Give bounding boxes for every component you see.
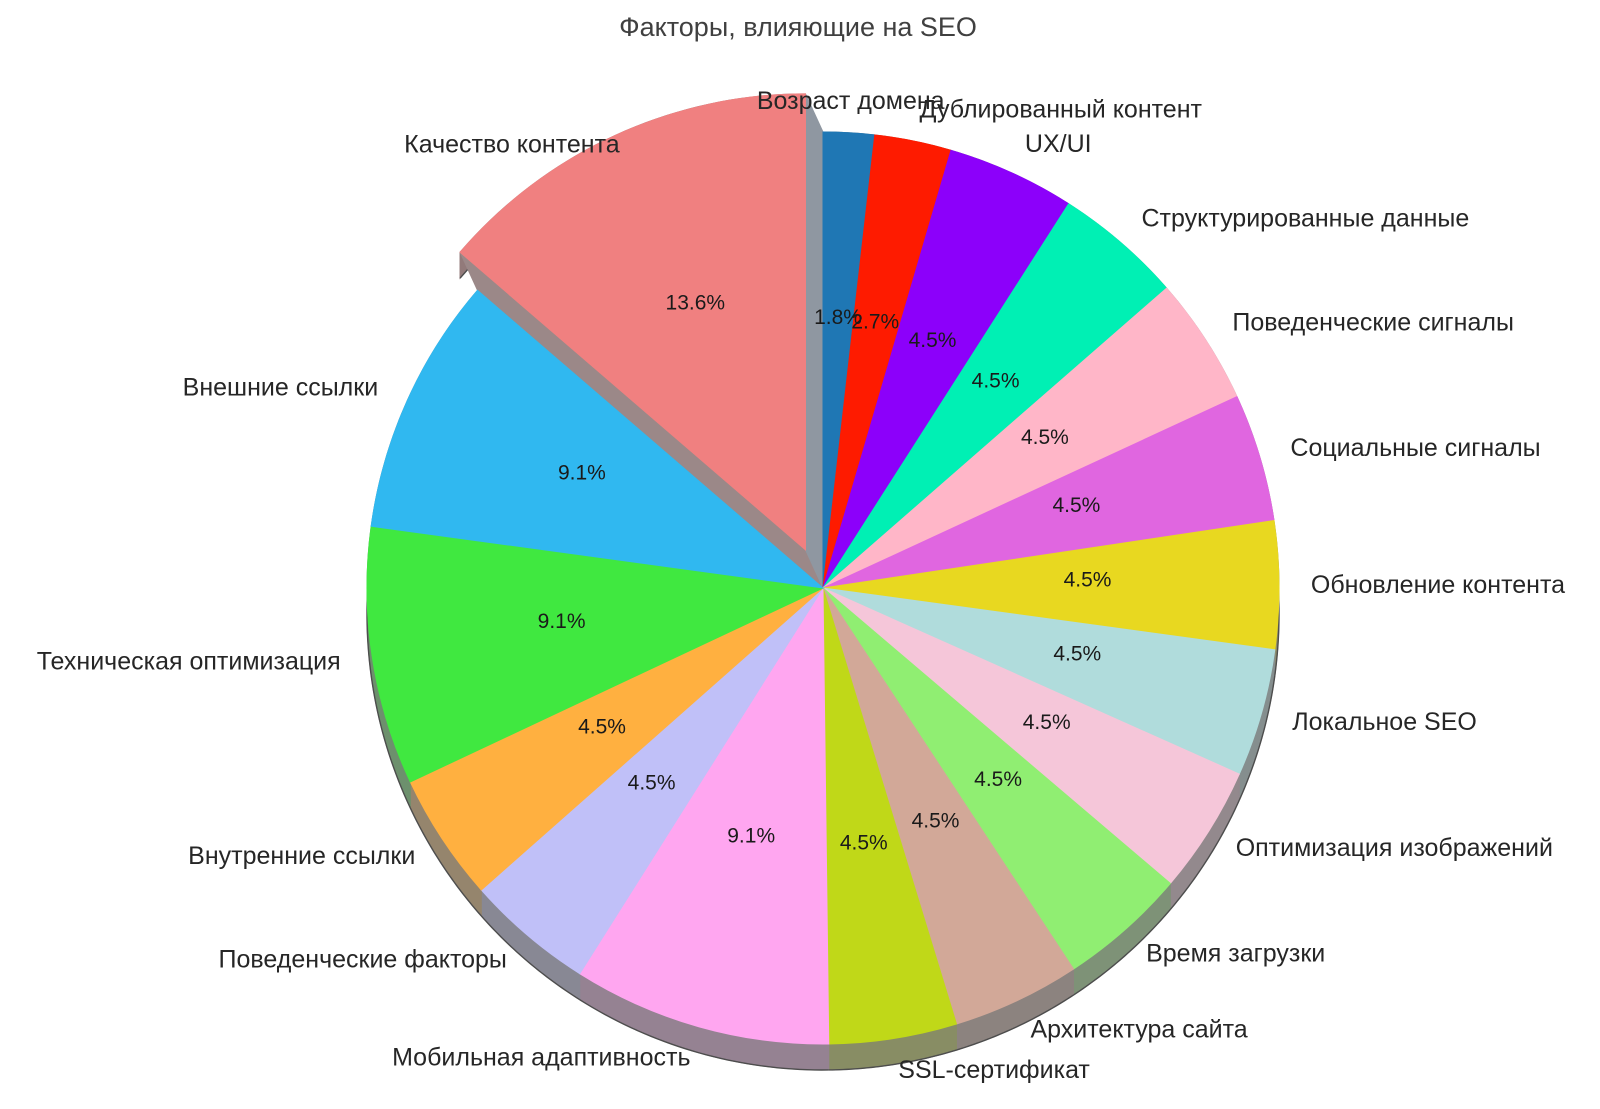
svg-text:Структурированные данные: Структурированные данные bbox=[1142, 204, 1470, 232]
svg-text:4.5%: 4.5% bbox=[628, 772, 676, 795]
svg-text:Дублированный контент: Дублированный контент bbox=[920, 96, 1203, 124]
svg-text:2.7%: 2.7% bbox=[851, 311, 899, 334]
svg-text:Социальные сигналы: Социальные сигналы bbox=[1290, 434, 1540, 462]
svg-text:4.5%: 4.5% bbox=[1064, 568, 1112, 591]
svg-text:4.5%: 4.5% bbox=[1053, 643, 1101, 666]
svg-text:SSL-сертификат: SSL-сертификат bbox=[898, 1056, 1090, 1084]
svg-text:4.5%: 4.5% bbox=[1023, 711, 1071, 734]
svg-text:4.5%: 4.5% bbox=[1052, 494, 1100, 517]
svg-text:9.1%: 9.1% bbox=[727, 825, 775, 848]
svg-text:4.5%: 4.5% bbox=[974, 768, 1022, 791]
svg-text:4.5%: 4.5% bbox=[972, 370, 1020, 393]
svg-text:Поведенческие сигналы: Поведенческие сигналы bbox=[1232, 309, 1514, 337]
svg-text:Оптимизация изображений: Оптимизация изображений bbox=[1236, 834, 1553, 862]
svg-text:Обновление контента: Обновление контента bbox=[1311, 571, 1565, 599]
svg-text:4.5%: 4.5% bbox=[912, 809, 960, 832]
svg-text:9.1%: 9.1% bbox=[558, 461, 606, 484]
svg-text:Мобильная адаптивность: Мобильная адаптивность bbox=[392, 1044, 690, 1072]
svg-text:4.5%: 4.5% bbox=[909, 329, 957, 352]
svg-text:Время загрузки: Время загрузки bbox=[1146, 940, 1325, 968]
svg-text:Поведенческие факторы: Поведенческие факторы bbox=[219, 946, 507, 974]
svg-text:4.5%: 4.5% bbox=[840, 831, 888, 854]
svg-text:Качество контента: Качество контента bbox=[404, 131, 620, 159]
svg-text:UX/UI: UX/UI bbox=[1025, 130, 1092, 158]
svg-text:Архитектура сайта: Архитектура сайта bbox=[1031, 1016, 1248, 1044]
svg-text:Внутренние ссылки: Внутренние ссылки bbox=[188, 842, 415, 870]
svg-text:Внешние ссылки: Внешние ссылки bbox=[183, 374, 379, 402]
svg-text:13.6%: 13.6% bbox=[666, 291, 726, 314]
svg-text:Техническая оптимизация: Техническая оптимизация bbox=[37, 648, 341, 676]
svg-text:Возраст домена: Возраст домена bbox=[757, 87, 945, 115]
svg-text:9.1%: 9.1% bbox=[538, 610, 586, 633]
svg-text:Факторы, влияющие на SEO: Факторы, влияющие на SEO bbox=[619, 12, 977, 42]
svg-text:4.5%: 4.5% bbox=[1021, 426, 1069, 449]
svg-text:Локальное SEO: Локальное SEO bbox=[1292, 708, 1477, 736]
svg-text:4.5%: 4.5% bbox=[578, 715, 626, 738]
